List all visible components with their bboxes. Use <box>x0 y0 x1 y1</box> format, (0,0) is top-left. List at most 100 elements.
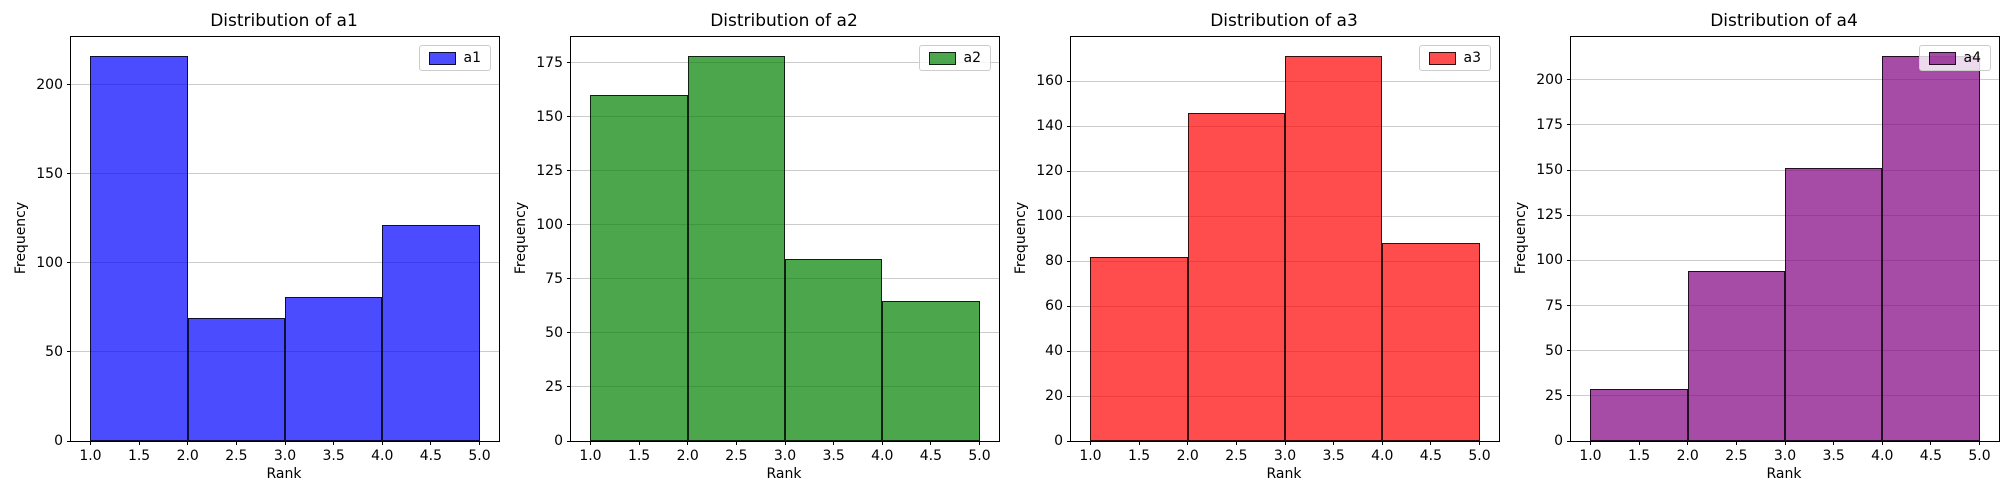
x-tick-mark <box>1138 441 1140 445</box>
x-tick-label: 4.0 <box>871 448 894 464</box>
y-tick-label: 200 <box>36 76 63 93</box>
y-tick-mark <box>567 62 571 64</box>
y-axis-label: Frequency <box>513 201 529 275</box>
x-tick-mark <box>1235 441 1237 445</box>
y-tick-label: 125 <box>1536 207 1563 224</box>
x-tick-label: 1.0 <box>1579 448 1602 464</box>
x-tick-label: 1.5 <box>127 448 151 464</box>
x-tick-mark <box>1089 441 1091 445</box>
x-tick-label: 4.5 <box>1919 448 1943 464</box>
y-tick-mark <box>1067 125 1071 127</box>
x-tick-mark <box>930 441 932 445</box>
x-tick-label: 3.0 <box>1273 448 1297 464</box>
x-tick-mark <box>1333 441 1335 445</box>
y-tick-label: 0 <box>1554 433 1563 449</box>
y-tick-mark <box>1067 215 1071 217</box>
y-tick-mark <box>67 351 71 353</box>
x-tick-mark <box>1833 441 1835 445</box>
histogram-bar <box>90 56 188 441</box>
y-tick-mark <box>67 440 71 442</box>
x-tick-mark <box>638 441 640 445</box>
y-tick-mark <box>567 170 571 172</box>
histogram-bar <box>1687 271 1785 441</box>
y-tick-mark <box>1567 214 1571 216</box>
x-tick-mark <box>284 441 286 445</box>
y-tick-label: 100 <box>1036 208 1063 225</box>
y-tick-label: 50 <box>45 343 63 360</box>
x-tick-label: 3.0 <box>273 448 297 464</box>
y-tick-label: 150 <box>1536 162 1563 179</box>
y-tick-mark <box>1567 79 1571 81</box>
legend-swatch <box>428 51 456 65</box>
x-tick-label: 1.0 <box>79 448 102 464</box>
y-tick-mark <box>567 116 571 118</box>
x-tick-mark <box>881 441 883 445</box>
y-tick-label: 0 <box>1054 433 1063 449</box>
y-tick-mark <box>1067 395 1071 397</box>
x-tick-label: 1.5 <box>1627 448 1651 464</box>
histogram-bar <box>187 318 285 441</box>
x-tick-label: 4.0 <box>1371 448 1394 464</box>
x-tick-label: 4.5 <box>1419 448 1443 464</box>
chart-title: Distribution of a3 <box>1210 11 1358 31</box>
x-tick-label: 5.0 <box>468 448 491 464</box>
chart-title: Distribution of a4 <box>1710 11 1858 31</box>
x-tick-label: 4.0 <box>1871 448 1894 464</box>
x-axis-label: Rank <box>266 466 302 482</box>
x-tick-label: 1.0 <box>1079 448 1102 464</box>
x-tick-label: 1.0 <box>579 448 602 464</box>
x-tick-mark <box>333 441 335 445</box>
x-tick-mark <box>1589 441 1591 445</box>
histogram-bar <box>1785 168 1883 441</box>
legend-swatch <box>1428 51 1456 65</box>
x-tick-mark <box>1381 441 1383 445</box>
y-tick-mark <box>1567 305 1571 307</box>
y-tick-mark <box>567 440 571 442</box>
x-tick-label: 1.5 <box>1127 448 1151 464</box>
y-tick-label: 0 <box>554 433 563 449</box>
legend: a3 <box>1418 45 1491 71</box>
histogram-bar <box>590 95 688 441</box>
y-tick-mark <box>67 173 71 175</box>
y-tick-label: 175 <box>536 54 563 71</box>
y-tick-label: 50 <box>545 324 563 341</box>
gridline <box>571 224 999 226</box>
x-axis-label: Rank <box>1766 466 1802 482</box>
y-axis-label: Frequency <box>1013 201 1029 275</box>
x-tick-label: 2.5 <box>1225 448 1248 464</box>
chart-title: Distribution of a1 <box>210 11 358 31</box>
histogram-bar <box>1285 56 1383 441</box>
legend: a1 <box>418 45 491 71</box>
y-tick-mark <box>1067 260 1071 262</box>
subplot-a2: Distribution of a2 Frequency Rank a2 0 25… <box>500 0 1000 500</box>
plot-area: a4 0 25 50 75 100 125 150 175 200 1.0 1.5 2.0 2.5 3.0… <box>1536 36 2000 464</box>
x-tick-label: 5.0 <box>968 448 991 464</box>
x-tick-mark <box>89 441 91 445</box>
x-tick-mark <box>1479 441 1481 445</box>
histogram-bar <box>882 300 980 441</box>
histogram-bar <box>285 296 383 441</box>
histogram-bar <box>1882 56 1980 441</box>
y-tick-label: 40 <box>1045 343 1063 360</box>
y-tick-label: 100 <box>36 254 63 271</box>
y-tick-mark <box>567 386 571 388</box>
plot-area: a2 0 25 50 75 100 125 150 175 1.0 1.5 2.0 2.5 3.0 3.5… <box>536 36 1000 464</box>
gridline <box>571 170 999 172</box>
x-tick-label: 3.5 <box>1822 448 1845 464</box>
x-tick-mark <box>833 441 835 445</box>
x-tick-label: 2.5 <box>1725 448 1748 464</box>
chart-title: Distribution of a2 <box>710 11 858 31</box>
plot-area: a3 0 20 40 60 80 100 120 140 160 1.0 1.5 2.0 2.5 3.0 3… <box>1036 36 1500 464</box>
y-tick-mark <box>1567 395 1571 397</box>
gridline <box>1571 124 1999 126</box>
x-axis-label: Rank <box>1266 466 1302 482</box>
x-tick-mark <box>784 441 786 445</box>
x-tick-mark <box>381 441 383 445</box>
x-tick-mark <box>187 441 189 445</box>
x-tick-label: 3.0 <box>1773 448 1797 464</box>
x-tick-mark <box>1735 441 1737 445</box>
x-tick-mark <box>1430 441 1432 445</box>
x-tick-mark <box>1284 441 1286 445</box>
x-tick-mark <box>1638 441 1640 445</box>
